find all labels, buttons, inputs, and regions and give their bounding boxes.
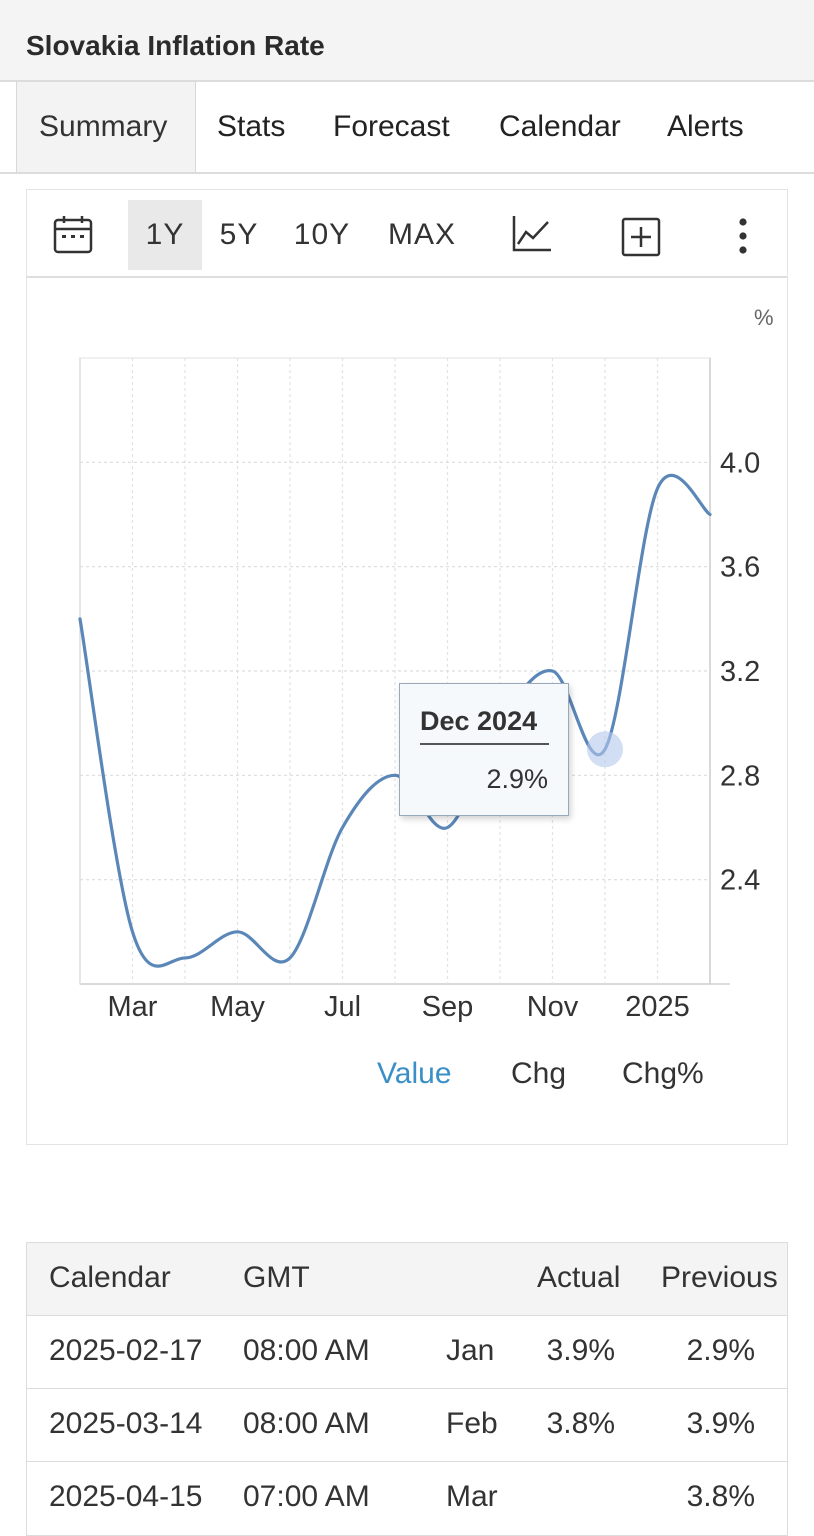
tooltip-title: Dec 2024 xyxy=(420,706,549,745)
table-row[interactable]: 2025-02-17 08:00 AM Jan 3.9% 2.9% xyxy=(27,1316,787,1389)
row-date: 2025-03-14 xyxy=(49,1407,203,1440)
row-period: Mar xyxy=(446,1480,498,1513)
range-max-button[interactable]: MAX xyxy=(387,218,456,251)
row-previous: 3.8% xyxy=(686,1480,755,1513)
row-period: Jan xyxy=(446,1334,495,1367)
y-tick-label: 3.6 xyxy=(720,552,760,584)
row-time: 07:00 AM xyxy=(243,1480,370,1513)
table-header-row: Calendar GMT Actual Previous xyxy=(27,1243,787,1316)
y-tick-label: 4.0 xyxy=(720,447,760,479)
add-icon[interactable] xyxy=(621,217,661,257)
tooltip-value: 2.9% xyxy=(486,764,548,794)
range-5y-button[interactable]: 5Y xyxy=(219,218,259,251)
metric-chg-toggle[interactable]: Chg xyxy=(511,1057,567,1090)
table-row[interactable]: 2025-04-15 07:00 AM Mar 3.8% xyxy=(27,1462,787,1535)
tab-stats[interactable]: Stats xyxy=(217,110,286,143)
row-time: 08:00 AM xyxy=(243,1407,370,1440)
y-tick-label: 3.2 xyxy=(720,656,760,688)
y-tick-label: 2.8 xyxy=(720,760,760,792)
tab-summary[interactable]: Summary xyxy=(16,82,196,172)
x-tick-label: Jul xyxy=(324,991,361,1023)
chart-grid xyxy=(79,357,730,985)
tab-calendar[interactable]: Calendar xyxy=(499,110,621,143)
header-previous: Previous xyxy=(661,1261,778,1294)
tab-alerts[interactable]: Alerts xyxy=(667,110,744,143)
range-10y-button[interactable]: 10Y xyxy=(293,218,351,251)
chart-tooltip: Dec 2024 2.9% xyxy=(399,683,569,816)
x-tick-label: May xyxy=(210,991,265,1023)
hover-marker xyxy=(587,731,623,768)
more-vertical-icon[interactable] xyxy=(733,218,753,254)
table-row[interactable]: 2025-03-14 08:00 AM Feb 3.8% 3.9% xyxy=(27,1389,787,1462)
row-actual: 3.8% xyxy=(546,1407,615,1440)
page-title: Slovakia Inflation Rate xyxy=(26,30,325,61)
metric-value-toggle[interactable]: Value xyxy=(377,1057,452,1090)
row-period: Feb xyxy=(446,1407,498,1440)
line-chart-icon[interactable] xyxy=(511,214,553,254)
header-calendar: Calendar xyxy=(49,1261,171,1294)
app-header: Slovakia Inflation Rate xyxy=(0,0,814,82)
row-previous: 2.9% xyxy=(686,1334,755,1367)
tab-forecast[interactable]: Forecast xyxy=(333,110,450,143)
row-previous: 3.9% xyxy=(686,1407,755,1440)
line-chart: 2.4 2.8 3.2 3.6 4.0 Mar May Jul Sep Nov 2025 xyxy=(78,357,760,1023)
x-axis-labels: Mar May Jul Sep Nov 2025 xyxy=(108,991,690,1023)
row-date: 2025-04-15 xyxy=(49,1480,203,1513)
metric-chgpct-toggle[interactable]: Chg% xyxy=(622,1057,704,1090)
y-tick-label: 2.4 xyxy=(720,865,760,897)
calendar-icon[interactable] xyxy=(53,214,93,254)
chart-toolbar: 1Y 5Y 10Y MAX xyxy=(27,190,787,278)
unit-label: % xyxy=(754,305,774,330)
x-tick-label: Nov xyxy=(527,991,579,1023)
x-tick-label: Sep xyxy=(422,991,474,1023)
x-tick-label: Mar xyxy=(108,991,158,1023)
header-actual: Actual xyxy=(537,1261,621,1294)
tab-bar: Summary Stats Forecast Calendar Alerts xyxy=(0,82,814,174)
range-1y-button[interactable]: 1Y xyxy=(128,200,202,270)
row-actual: 3.9% xyxy=(546,1334,615,1367)
x-tick-label: 2025 xyxy=(625,991,690,1023)
chart-card: 1Y 5Y 10Y MAX xyxy=(26,189,788,1145)
y-axis-labels: 2.4 2.8 3.2 3.6 4.0 xyxy=(720,447,760,896)
row-date: 2025-02-17 xyxy=(49,1334,203,1367)
row-time: 08:00 AM xyxy=(243,1334,370,1367)
header-gmt: GMT xyxy=(243,1261,310,1294)
calendar-table: Calendar GMT Actual Previous 2025-02-17 … xyxy=(26,1242,788,1536)
